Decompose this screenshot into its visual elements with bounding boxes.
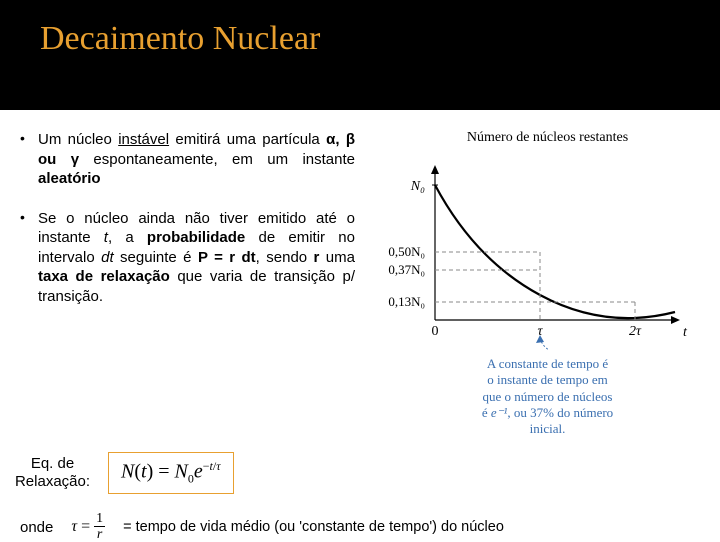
x-axis-label: t <box>683 325 688 340</box>
tau-formula: τ = 1r <box>71 512 105 542</box>
text-frag: uma <box>319 249 355 266</box>
text-italic: dt <box>101 249 114 266</box>
x-label-2tau: 2τ <box>629 324 642 339</box>
equation-row: Eq. de Relaxação: N(t) = N0e−t/τ <box>0 452 720 494</box>
text-bold: probabilidade <box>147 229 245 246</box>
chart-annotation: A constante de tempo é o instante de tem… <box>375 356 700 437</box>
y-label-050: 0,50N₀ <box>388 244 425 259</box>
onde-row: onde τ = 1r = tempo de vida médio (ou 'c… <box>0 512 720 542</box>
text-frag: , sendo <box>256 249 314 266</box>
slide-header: Decaimento Nuclear <box>0 0 720 110</box>
onde-description: = tempo de vida médio (ou 'constante de … <box>123 519 504 535</box>
annotation-arrow <box>540 338 560 350</box>
x-axis-arrow <box>671 316 680 324</box>
y-axis-arrow <box>431 165 439 174</box>
ann-line: inicial. <box>530 421 566 436</box>
eq-label: Eq. de Relaxação: <box>5 455 100 491</box>
chart-title: Número de núcleos restantes <box>375 130 700 146</box>
y-label-N0: N₀ <box>410 179 425 194</box>
eq-label-line: Eq. de <box>31 455 74 472</box>
text-frag: Um núcleo <box>38 131 118 148</box>
bullet-1: • Um núcleo instável emitirá uma partícu… <box>20 130 355 189</box>
text-column: • Um núcleo instável emitirá uma partícu… <box>20 130 370 437</box>
content-area: • Um núcleo instável emitirá uma partícu… <box>0 110 720 437</box>
text-frag: seguinte é <box>114 249 198 266</box>
onde-label: onde <box>20 519 53 536</box>
eq-label-line: Relaxação: <box>15 473 90 490</box>
text-frag: espontaneamente, em um instante <box>79 151 355 168</box>
chart-column: Número de núcleos restantes N₀ 0,50N₀ 0,… <box>370 130 700 437</box>
ann-line: A constante de tempo é <box>487 356 608 371</box>
ann-line: , ou 37% do número <box>507 405 613 420</box>
ann-line: o instante de tempo em <box>487 372 608 387</box>
y-label-013: 0,13N₀ <box>388 294 425 309</box>
slide-title: Decaimento Nuclear <box>40 20 720 58</box>
x-label-0: 0 <box>432 324 439 339</box>
bullet-2-text: Se o núcleo ainda não tiver emitido até … <box>38 209 355 307</box>
ann-line: é <box>482 405 491 420</box>
text-bold: aleatório <box>38 170 101 187</box>
text-frag: emitirá uma partícula <box>169 131 326 148</box>
ann-italic: e⁻¹ <box>491 405 508 420</box>
bullet-1-text: Um núcleo instável emitirá uma partícula… <box>38 130 355 189</box>
ann-line: que o número de núcleos <box>483 389 613 404</box>
bullet-2: • Se o núcleo ainda não tiver emitido at… <box>20 209 355 307</box>
bullet-marker: • <box>20 209 38 307</box>
text-bold: taxa de relaxação <box>38 268 170 285</box>
bullet-marker: • <box>20 130 38 189</box>
decay-chart: N₀ 0,50N₀ 0,37N₀ 0,13N₀ 0 τ 2τ t <box>375 150 695 350</box>
text-frag: , a <box>108 229 147 246</box>
text-bold: P = r dt <box>198 249 256 266</box>
equation-formula: N(t) = N0e−t/τ <box>108 452 234 494</box>
y-label-037: 0,37N₀ <box>388 262 425 277</box>
text-underline: instável <box>118 131 169 148</box>
